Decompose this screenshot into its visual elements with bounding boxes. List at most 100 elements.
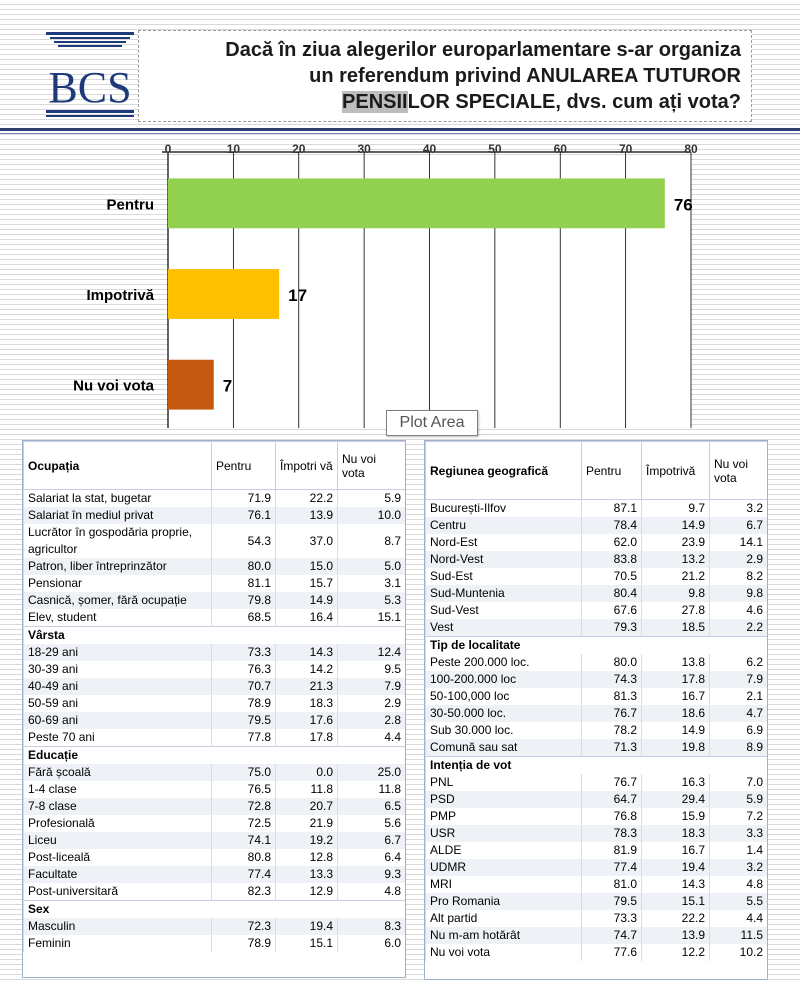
row-label: PNL bbox=[425, 774, 582, 791]
value-nu-voi-vota: 5.6 bbox=[337, 815, 405, 832]
table-row: Facultate 77.4 13.3 9.3 bbox=[23, 866, 405, 883]
x-tick-label: 60 bbox=[554, 142, 568, 156]
value-pentru: 78.9 bbox=[211, 695, 276, 712]
table-row: Nord-Est 62.0 23.9 14.1 bbox=[425, 534, 767, 551]
category-label: Impotrivă bbox=[86, 287, 154, 304]
title-line-2: un referendum privind ANULAREA TUTUROR bbox=[309, 65, 741, 87]
value-pentru: 72.3 bbox=[211, 918, 276, 935]
bar-0 bbox=[168, 178, 665, 229]
row-label: PMP bbox=[425, 808, 582, 825]
value-nu-voi-vota: 25.0 bbox=[337, 764, 405, 781]
value-nu-voi-vota: 11.5 bbox=[709, 927, 767, 944]
table-row: ALDE 81.9 16.7 1.4 bbox=[425, 842, 767, 859]
bcs-logo: BCS bbox=[46, 32, 134, 117]
value-nu-voi-vota: 3.2 bbox=[709, 499, 767, 517]
value-nu-voi-vota: 4.6 bbox=[709, 602, 767, 619]
section-row: Sex bbox=[23, 900, 405, 918]
bar-2 bbox=[168, 359, 214, 410]
table-row: Salariat la stat, bugetar 71.9 22.2 5.9 bbox=[23, 489, 405, 507]
table-row: Masculin 72.3 19.4 8.3 bbox=[23, 918, 405, 935]
value-pentru: 80.0 bbox=[211, 558, 276, 575]
value-nu-voi-vota: 5.0 bbox=[337, 558, 405, 575]
value-nu-voi-vota: 4.4 bbox=[337, 729, 405, 747]
value-impotriva: 17.8 bbox=[275, 729, 338, 747]
value-nu-voi-vota: 2.8 bbox=[337, 712, 405, 729]
value-pentru: 70.5 bbox=[581, 568, 642, 585]
header-nu-voi-vota: Nu voi vota bbox=[709, 441, 767, 500]
value-nu-voi-vota: 11.8 bbox=[337, 781, 405, 798]
table-row: Sud-Muntenia 80.4 9.8 9.8 bbox=[425, 585, 767, 602]
value-impotriva: 17.8 bbox=[641, 671, 710, 688]
value-pentru: 76.7 bbox=[581, 705, 642, 722]
chart-x-ticks: 0 10 20 30 40 50 60 70 80 bbox=[165, 142, 698, 156]
value-nu-voi-vota: 8.3 bbox=[337, 918, 405, 935]
table-row: Nord-Vest 83.8 13.2 2.9 bbox=[425, 551, 767, 568]
value-impotriva: 15.7 bbox=[275, 575, 338, 592]
value-nu-voi-vota: 7.9 bbox=[709, 671, 767, 688]
value-impotriva: 13.9 bbox=[275, 507, 338, 524]
title-line-1: Dacă în ziua alegerilor europarlamentare… bbox=[225, 39, 741, 61]
value-nu-voi-vota: 12.4 bbox=[337, 644, 405, 661]
row-label: 7-8 clase bbox=[23, 798, 212, 815]
value-pentru: 75.0 bbox=[211, 764, 276, 781]
row-label: 100-200.000 loc bbox=[425, 671, 582, 688]
section-row: Educație bbox=[23, 746, 405, 764]
value-impotriva: 13.9 bbox=[641, 927, 710, 944]
value-impotriva: 9.7 bbox=[641, 499, 710, 517]
chart-title: Dacă în ziua alegerilor europarlamentare… bbox=[138, 30, 752, 122]
value-nu-voi-vota: 14.1 bbox=[709, 534, 767, 551]
value-impotriva: 21.2 bbox=[641, 568, 710, 585]
row-label: București-Ilfov bbox=[425, 499, 582, 517]
value-nu-voi-vota: 15.1 bbox=[337, 609, 405, 627]
value-pentru: 79.8 bbox=[211, 592, 276, 609]
row-label: Post-universitară bbox=[23, 883, 212, 901]
category-label: Pentru bbox=[106, 196, 154, 213]
row-label: 30-50.000 loc. bbox=[425, 705, 582, 722]
logo-text: BCS bbox=[48, 63, 131, 112]
value-pentru: 79.5 bbox=[581, 893, 642, 910]
row-label: Facultate bbox=[23, 866, 212, 883]
row-label: Nu voi vota bbox=[425, 944, 582, 961]
value-pentru: 80.8 bbox=[211, 849, 276, 866]
chart-bars: Pentru 76 Impotrivă 17 Nu voi vota 7 bbox=[73, 178, 693, 410]
value-nu-voi-vota: 6.5 bbox=[337, 798, 405, 815]
value-impotriva: 12.2 bbox=[641, 944, 710, 961]
row-label: Elev, student bbox=[23, 609, 212, 627]
x-tick-label: 80 bbox=[684, 142, 698, 156]
value-impotriva: 14.3 bbox=[275, 644, 338, 661]
section-label: Educație bbox=[23, 746, 405, 764]
table-row: Nu voi vota 77.6 12.2 10.2 bbox=[425, 944, 767, 961]
value-pentru: 73.3 bbox=[211, 644, 276, 661]
value-pentru: 77.4 bbox=[211, 866, 276, 883]
header-pentru: Pentru bbox=[581, 441, 642, 500]
table-row: Vest 79.3 18.5 2.2 bbox=[425, 619, 767, 637]
value-impotriva: 18.3 bbox=[275, 695, 338, 712]
table-row: Salariat în mediul privat 76.1 13.9 10.0 bbox=[23, 507, 405, 524]
x-tick-label: 0 bbox=[165, 142, 172, 156]
value-pentru: 80.4 bbox=[581, 585, 642, 602]
section-label: Sex bbox=[23, 900, 405, 918]
table-row: Sub 30.000 loc. 78.2 14.9 6.9 bbox=[425, 722, 767, 739]
row-label: Lucrător în gospodăria proprie, agricult… bbox=[23, 524, 212, 558]
table-row: Post-liceală 80.8 12.8 6.4 bbox=[23, 849, 405, 866]
value-impotriva: 14.9 bbox=[275, 592, 338, 609]
table-row: Centru 78.4 14.9 6.7 bbox=[425, 517, 767, 534]
table-row: PMP 76.8 15.9 7.2 bbox=[425, 808, 767, 825]
value-impotriva: 19.2 bbox=[275, 832, 338, 849]
section-row: Intenția de vot bbox=[425, 756, 767, 774]
header-occupation: Ocupația bbox=[23, 441, 212, 490]
table-row: USR 78.3 18.3 3.3 bbox=[425, 825, 767, 842]
table-row: Liceu 74.1 19.2 6.7 bbox=[23, 832, 405, 849]
table-row: Fără școală 75.0 0.0 25.0 bbox=[23, 764, 405, 781]
value-nu-voi-vota: 7.0 bbox=[709, 774, 767, 791]
table-row: 50-100,000 loc 81.3 16.7 2.1 bbox=[425, 688, 767, 705]
value-pentru: 72.5 bbox=[211, 815, 276, 832]
table-row: 50-59 ani 78.9 18.3 2.9 bbox=[23, 695, 405, 712]
table-row: București-Ilfov 87.1 9.7 3.2 bbox=[425, 499, 767, 517]
value-pentru: 74.1 bbox=[211, 832, 276, 849]
row-label: Casnică, șomer, fără ocupație bbox=[23, 592, 212, 609]
value-impotriva: 11.8 bbox=[275, 781, 338, 798]
row-label: PSD bbox=[425, 791, 582, 808]
value-impotriva: 14.9 bbox=[641, 722, 710, 739]
row-label: Pro Romania bbox=[425, 893, 582, 910]
